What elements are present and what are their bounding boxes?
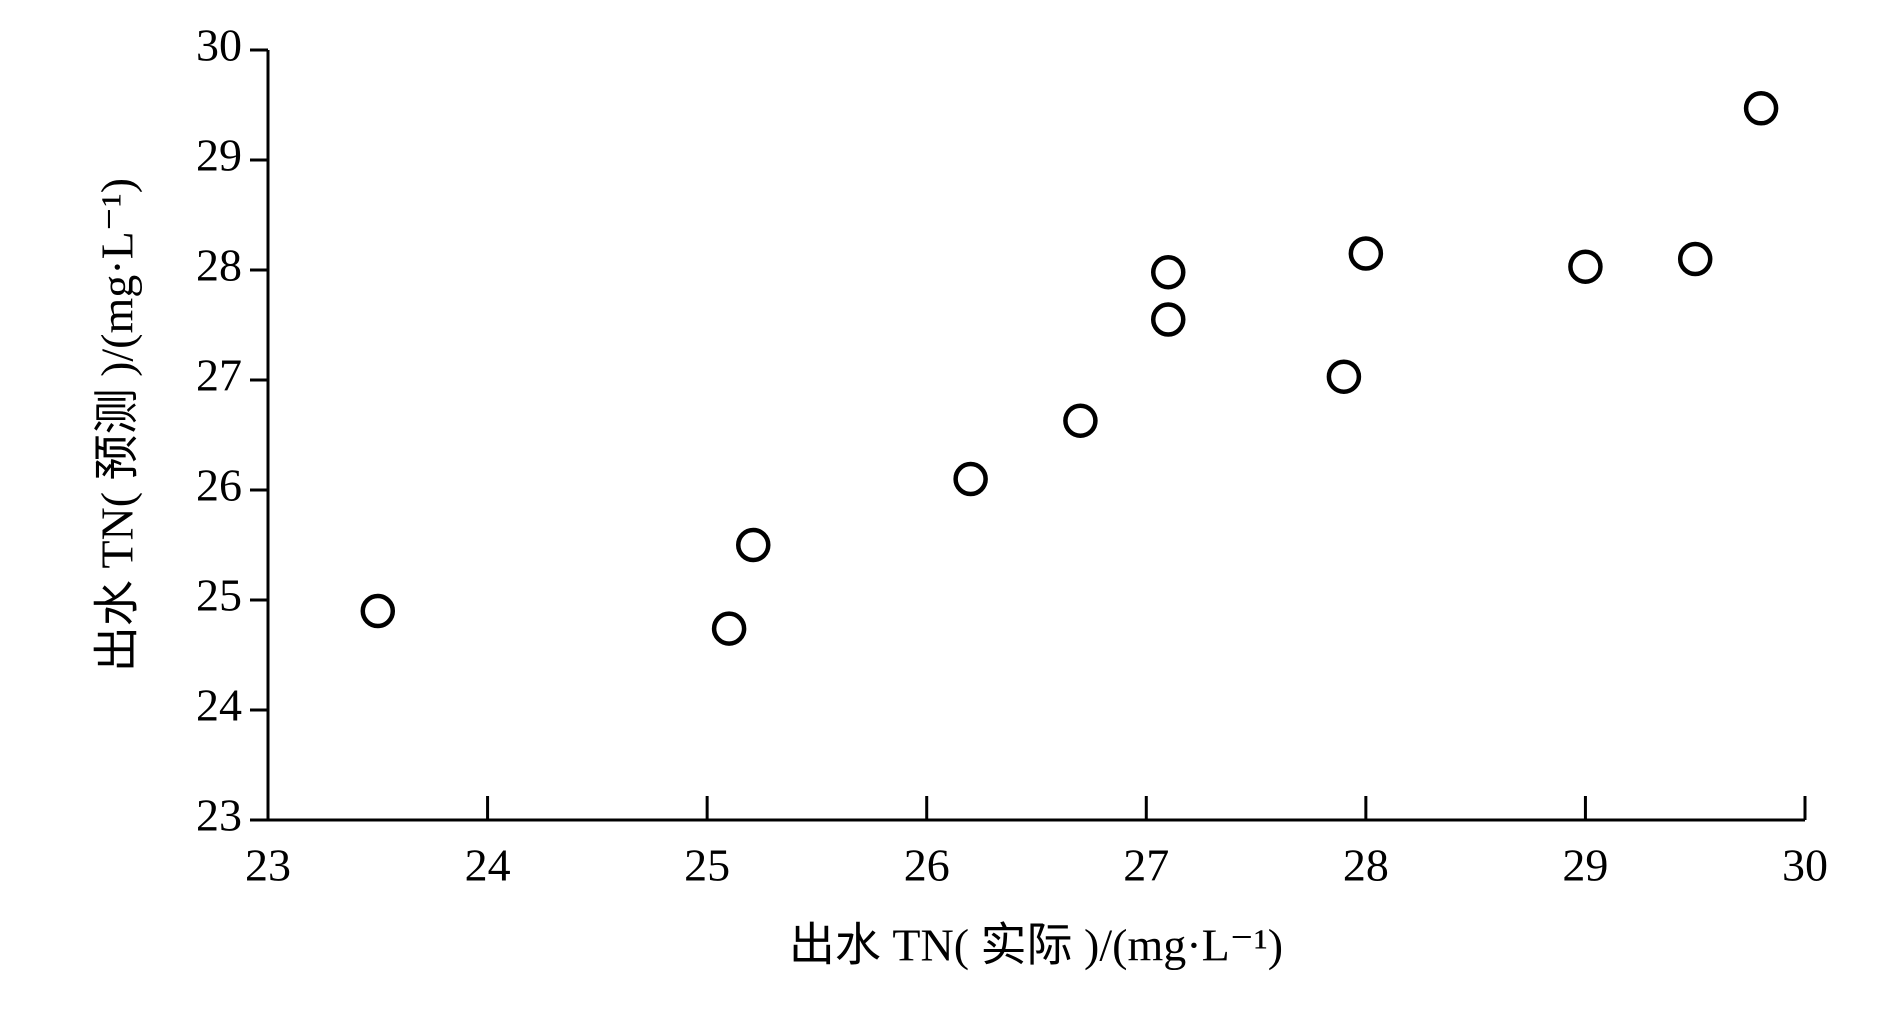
y-tick-label: 30	[196, 20, 242, 71]
point	[736, 527, 771, 563]
y-tick-label: 28	[196, 240, 242, 291]
point	[1568, 249, 1603, 284]
point	[711, 611, 747, 646]
y-tick-label: 25	[196, 570, 242, 621]
point	[953, 461, 988, 497]
y-tick-label: 24	[196, 680, 242, 731]
x-tick-label: 30	[1782, 840, 1828, 891]
x-axis-label: 出水 TN( 实际 )/(mg·L⁻¹)	[789, 920, 1283, 971]
y-tick-label: 26	[196, 460, 242, 511]
point	[1677, 241, 1713, 277]
point	[1150, 254, 1186, 290]
x-tick-label: 23	[245, 840, 291, 891]
point	[360, 593, 396, 629]
point	[1348, 236, 1384, 271]
x-tick-label: 24	[465, 840, 511, 891]
y-tick-label: 23	[196, 790, 242, 841]
point	[1150, 302, 1186, 337]
x-tick-label: 27	[1123, 840, 1169, 891]
x-tick-label: 29	[1562, 840, 1608, 891]
point	[1743, 91, 1779, 126]
point	[1326, 359, 1362, 394]
y-tick-label: 29	[196, 130, 242, 181]
x-tick-label: 26	[904, 840, 950, 891]
y-tick-label: 27	[196, 350, 242, 401]
x-tick-label: 28	[1343, 840, 1389, 891]
x-tick-label: 25	[684, 840, 730, 891]
point	[1063, 403, 1098, 438]
y-axis-label: 出水 TN( 预测 )/(mg·L⁻¹)	[92, 178, 143, 672]
